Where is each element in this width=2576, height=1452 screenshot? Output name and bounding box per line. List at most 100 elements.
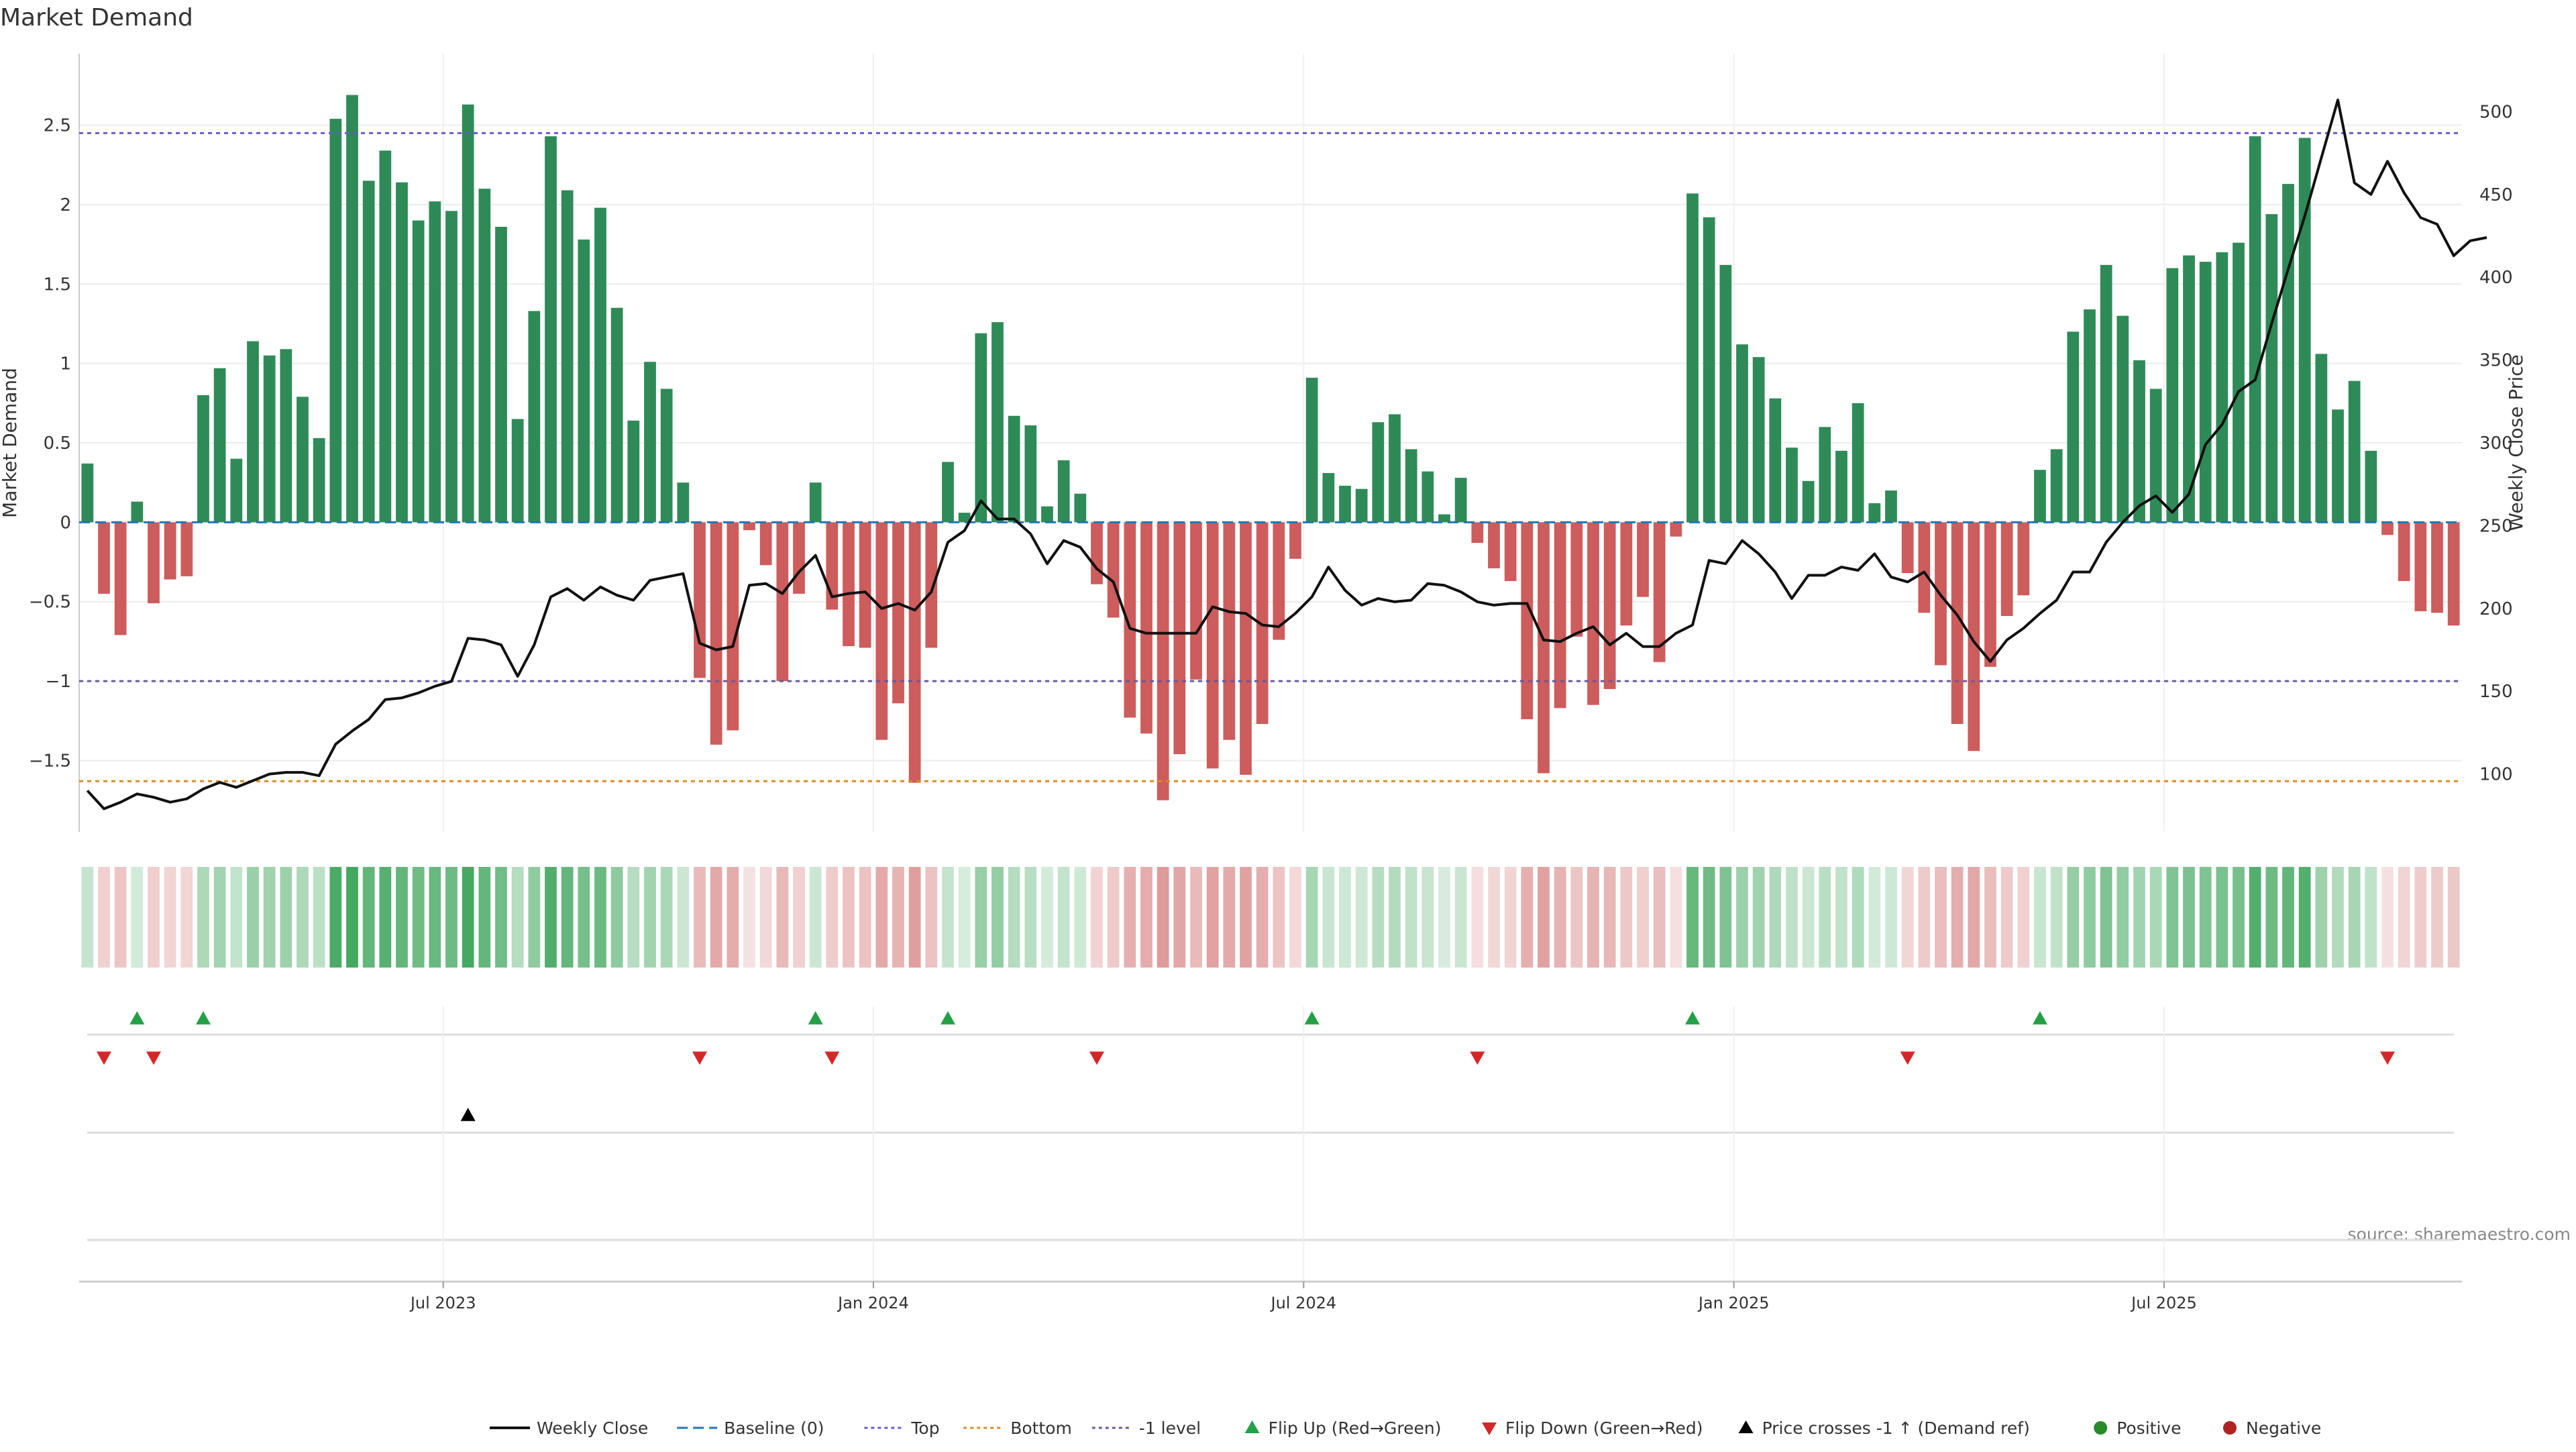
demand-bar-negative [2414, 522, 2427, 611]
demand-bar-negative [1124, 522, 1136, 718]
demand-bar-negative [793, 522, 805, 594]
heat-strip-cell [1421, 867, 1434, 968]
legend-label: Baseline (0) [724, 1418, 824, 1438]
heat-strip-cell [495, 867, 507, 968]
legend-label: Flip Up (Red→Green) [1269, 1418, 1442, 1438]
demand-bar-negative [98, 522, 110, 594]
heat-strip-cell [1057, 867, 1070, 968]
y2-tick-label: 300 [2479, 433, 2513, 454]
legend-swatch-circle [2223, 1421, 2237, 1435]
legend-item-top: Top [864, 1418, 940, 1438]
y2-tick-label: 200 [2479, 599, 2513, 619]
heat-strip-cell [313, 867, 325, 968]
heat-strip-cell [81, 867, 94, 968]
heat-strip-cell [644, 867, 656, 968]
heat-strip-cell [1190, 867, 1202, 968]
heat-strip-cell [1620, 867, 1633, 968]
demand-bar-negative [892, 522, 904, 704]
demand-bar-positive [1372, 422, 1385, 523]
heat-strip-cell [2431, 867, 2443, 968]
heat-strip-cell [1405, 867, 1417, 968]
x-tick-label: Jan 2024 [837, 1294, 909, 1312]
demand-bar-positive [1421, 471, 1434, 523]
heat-strip-cell [627, 867, 640, 968]
demand-bar-negative [908, 522, 921, 783]
y-tick-label: 0.5 [44, 433, 71, 454]
demand-bar-positive [2365, 450, 2377, 523]
heat-strip-cell [875, 867, 888, 968]
heat-strip-cell [1091, 867, 1103, 968]
flip-down-marker [2380, 1051, 2395, 1065]
demand-bar-positive [1885, 490, 1897, 523]
demand-bar-negative [1984, 522, 1996, 667]
demand-bar-positive [2100, 264, 2112, 523]
heat-strip-cell [1454, 867, 1467, 968]
demand-bar-negative [710, 522, 722, 745]
heat-strip-cell [1769, 867, 1782, 968]
demand-bar-positive [1868, 503, 1881, 523]
legend-swatch-triangle-up [1738, 1420, 1754, 1433]
y2-axis-label: Weekly Close Price [2505, 354, 2527, 531]
flip-up-marker [941, 1011, 955, 1025]
demand-bar-positive [545, 136, 557, 523]
demand-bar-positive [280, 349, 292, 523]
heat-strip-cell [1587, 867, 1599, 968]
heat-strip-cell [1008, 867, 1020, 968]
demand-bar-positive [1389, 414, 1401, 523]
heat-strip-cell [1157, 867, 1169, 968]
flip-up-marker [196, 1011, 211, 1025]
demand-bar-positive [561, 190, 574, 523]
main-panel: 2.5 2 1.5 1 0.5 0 −0.5 −1 −1.5 500 450 400 350 300 250… [29, 54, 2513, 832]
demand-bar-negative [1968, 522, 1980, 751]
heat-strip-cell [247, 867, 259, 968]
heat-strip-cell [263, 867, 276, 968]
heat-strip-cell [710, 867, 722, 968]
demand-bar-positive [1305, 377, 1318, 523]
demand-bar-positive [412, 220, 425, 523]
demand-bar-positive [346, 95, 358, 523]
flip-up-marker [2033, 1011, 2047, 1025]
demand-bar-negative [1951, 522, 1964, 725]
heat-strip-cell [2000, 867, 2013, 968]
demand-bar-positive [2199, 262, 2212, 523]
heat-strip-cell [925, 867, 938, 968]
demand-bar-negative [1521, 522, 1534, 719]
heat-strip-cell [2265, 867, 2278, 968]
flip-up-marker [1304, 1011, 1320, 1025]
demand-bar-positive [1719, 264, 1732, 523]
demand-bar-positive [809, 482, 822, 523]
demand-bar-positive [445, 211, 458, 523]
heat-strip-cell [1256, 867, 1269, 968]
weekly-close-line [86, 99, 2487, 811]
heat-strip-cell [1951, 867, 1964, 968]
legend-label: Positive [2116, 1418, 2181, 1438]
demand-bar-positive [660, 388, 673, 523]
demand-bar-negative [2398, 522, 2410, 581]
heat-strip-cell [2216, 867, 2229, 968]
demand-bar-positive [1008, 415, 1020, 523]
demand-bar-positive [2116, 315, 2129, 523]
events-panel [87, 1006, 2454, 1282]
demand-bar-positive [329, 119, 342, 523]
demand-bar-negative [1670, 522, 1682, 537]
x-tick-label: Jan 2025 [1697, 1294, 1770, 1312]
demand-bar-negative [1488, 522, 1500, 569]
y-tick-label: 2.5 [44, 116, 71, 136]
heat-strip-cell [958, 867, 971, 968]
heat-strip-cell [346, 867, 358, 968]
demand-bar-positive [2133, 360, 2145, 523]
legend-label: Weekly Close [537, 1418, 648, 1438]
demand-bar-positive [313, 437, 325, 523]
heat-strip-cell [1471, 867, 1484, 968]
heat-strip-cell [329, 867, 342, 968]
demand-bar-negative [1140, 522, 1152, 734]
heat-strip-cell [1488, 867, 1500, 968]
heat-strip-cell [379, 867, 392, 968]
heat-strip-cell [991, 867, 1004, 968]
heat-strip-cell [1140, 867, 1152, 968]
heat-strip-cell [2332, 867, 2344, 968]
legend-label: -1 level [1139, 1418, 1201, 1438]
demand-bar-positive [1355, 488, 1368, 523]
demand-bar-positive [1851, 403, 1864, 523]
